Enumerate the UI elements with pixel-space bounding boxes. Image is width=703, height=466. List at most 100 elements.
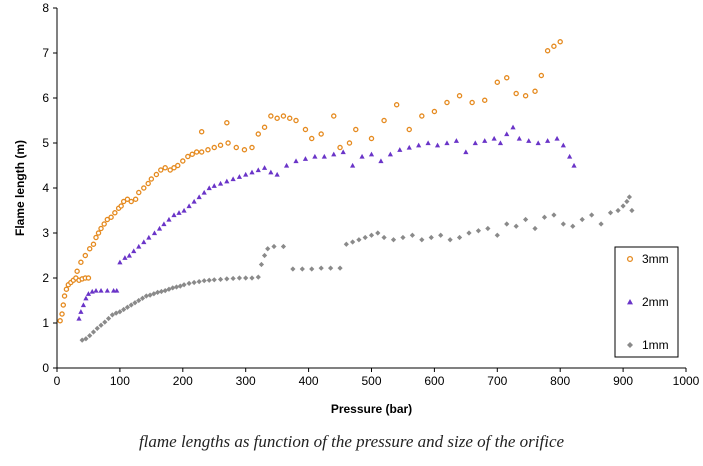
data-points <box>57 39 635 343</box>
x-tick-label: 100 <box>110 374 130 388</box>
data-point <box>290 266 296 272</box>
data-point <box>416 142 422 148</box>
data-point <box>337 265 343 271</box>
data-point <box>90 329 97 335</box>
data-point <box>274 115 280 121</box>
data-point <box>196 194 202 200</box>
data-point <box>57 318 63 324</box>
data-point <box>147 292 153 298</box>
data-point <box>607 210 614 216</box>
data-point <box>494 79 501 85</box>
data-point <box>428 234 434 241</box>
legend-box <box>614 246 679 358</box>
data-point <box>255 167 261 173</box>
data-point <box>177 283 183 289</box>
data-point <box>173 284 180 290</box>
data-point <box>255 274 261 280</box>
data-point <box>143 293 149 299</box>
data-point <box>170 285 176 291</box>
data-point <box>109 312 115 318</box>
data-point <box>191 279 197 286</box>
data-point <box>117 259 123 265</box>
x-tick-label: 300 <box>236 374 256 388</box>
data-point <box>211 277 217 283</box>
data-point <box>132 196 139 202</box>
data-point <box>205 147 211 153</box>
data-point <box>186 280 192 286</box>
data-point <box>198 129 205 135</box>
data-point <box>522 93 529 99</box>
x-tick-label: 200 <box>173 374 193 388</box>
data-point <box>196 279 202 285</box>
data-point <box>146 234 152 240</box>
x-tick-label: 0 <box>54 374 61 388</box>
y-tick-label: 6 <box>42 91 49 105</box>
data-point <box>523 216 529 223</box>
data-point <box>375 230 381 236</box>
data-point <box>378 158 384 164</box>
data-point <box>158 288 165 295</box>
data-point <box>206 185 212 191</box>
data-point <box>225 140 231 146</box>
data-point <box>544 48 551 54</box>
data-point <box>118 203 124 209</box>
data-point <box>78 309 84 314</box>
data-point <box>136 189 142 196</box>
x-axis-title: Pressure (bar) <box>331 402 412 416</box>
data-point <box>162 165 168 171</box>
data-point <box>86 246 93 252</box>
series-1mm <box>79 194 635 343</box>
data-point <box>340 149 346 155</box>
data-point <box>510 124 516 130</box>
data-point <box>406 126 412 133</box>
data-point <box>139 295 146 301</box>
data-point <box>176 210 182 215</box>
data-point <box>230 275 236 282</box>
chart-svg: 0 100 200 300 400 500 600 700 800 900 1000 0 1 2 3 4 5 6 7… <box>13 1 700 416</box>
data-point <box>76 315 82 321</box>
data-point <box>504 221 510 227</box>
y-tick-label: 8 <box>42 1 49 15</box>
data-point <box>280 113 287 119</box>
data-point <box>615 207 621 214</box>
y-tick-label: 4 <box>42 181 49 195</box>
data-point <box>434 142 441 148</box>
x-tick-label: 700 <box>487 374 507 388</box>
data-point <box>560 221 566 227</box>
y-tick-label: 0 <box>42 361 49 375</box>
data-point <box>261 124 268 130</box>
data-point <box>362 234 368 241</box>
data-point <box>516 135 522 141</box>
data-point <box>161 221 167 227</box>
y-axis-title: Flame length (m) <box>13 140 27 236</box>
data-point <box>482 138 488 143</box>
data-point <box>153 171 160 178</box>
data-point <box>560 142 566 148</box>
x-tick-label: 400 <box>299 374 319 388</box>
data-point <box>124 196 131 202</box>
data-point <box>356 237 362 243</box>
data-point <box>93 234 99 241</box>
data-point <box>60 302 67 308</box>
y-tick-label: 7 <box>42 46 49 60</box>
data-point <box>193 149 200 155</box>
data-point <box>283 162 290 168</box>
data-point <box>571 162 577 168</box>
data-point <box>230 176 236 182</box>
data-point <box>180 158 186 164</box>
figure-caption: flame lengths as function of the pressur… <box>138 432 565 451</box>
data-point <box>368 151 375 157</box>
legend-marker-2mm <box>627 299 633 305</box>
data-point <box>249 169 255 175</box>
data-point <box>280 243 287 250</box>
data-point <box>175 162 181 169</box>
data-point <box>274 171 280 177</box>
data-point <box>494 232 500 238</box>
data-point <box>132 300 138 306</box>
data-point <box>181 282 187 288</box>
data-point <box>567 153 573 159</box>
data-point <box>171 165 177 171</box>
data-point <box>268 113 274 119</box>
data-point <box>337 144 343 151</box>
data-point <box>626 194 632 200</box>
